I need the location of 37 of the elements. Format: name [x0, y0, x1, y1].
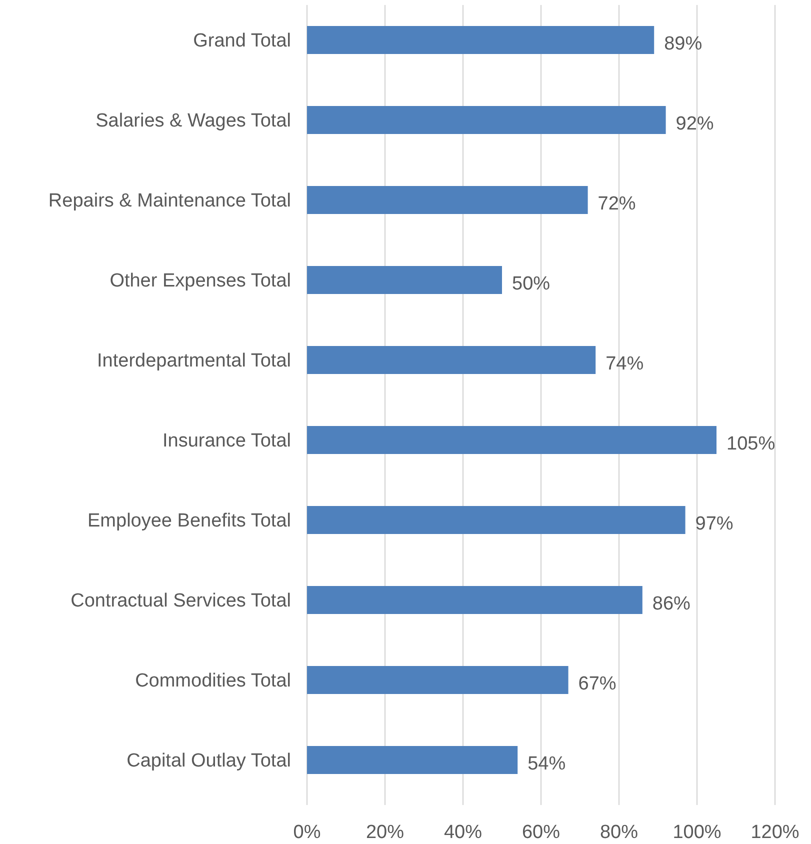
y-tick-label: Employee Benefits Total — [88, 510, 291, 532]
data-label: 54% — [528, 754, 566, 775]
bar — [307, 666, 568, 694]
x-tick-label: 20% — [366, 822, 404, 843]
y-tick-label: Commodities Total — [135, 670, 291, 692]
bar — [307, 266, 502, 294]
data-label: 105% — [726, 434, 776, 455]
x-tick-label: 80% — [600, 822, 638, 843]
data-label: 50% — [512, 274, 550, 295]
data-label: 67% — [578, 674, 616, 695]
x-tick-label: 120% — [750, 822, 800, 843]
data-label: 89% — [664, 34, 702, 55]
y-tick-label: Grand Total — [193, 30, 291, 52]
data-label: 72% — [598, 194, 636, 215]
bar — [307, 186, 588, 214]
data-label: 92% — [676, 114, 714, 135]
bar — [307, 26, 654, 54]
bar — [307, 106, 666, 134]
x-tick-label: 100% — [672, 822, 722, 843]
x-tick-label: 0% — [293, 822, 321, 843]
y-tick-label: Contractual Services Total — [70, 590, 291, 612]
bar — [307, 426, 716, 454]
bar — [307, 506, 686, 534]
y-tick-label: Other Expenses Total — [110, 270, 291, 292]
data-label: 74% — [606, 354, 644, 375]
data-label: 86% — [652, 594, 691, 615]
data-label: 97% — [695, 514, 734, 535]
bar — [307, 346, 596, 374]
y-tick-label: Salaries & Wages Total — [96, 110, 291, 132]
y-tick-label: Repairs & Maintenance Total — [48, 190, 291, 212]
x-tick-label: 40% — [444, 822, 482, 843]
bar — [307, 586, 642, 614]
y-tick-label: Interdepartmental Total — [97, 350, 291, 372]
y-tick-label: Capital Outlay Total — [126, 750, 291, 772]
bar — [307, 746, 518, 774]
y-tick-label: Insurance Total — [162, 430, 291, 452]
x-tick-label: 60% — [522, 822, 560, 843]
